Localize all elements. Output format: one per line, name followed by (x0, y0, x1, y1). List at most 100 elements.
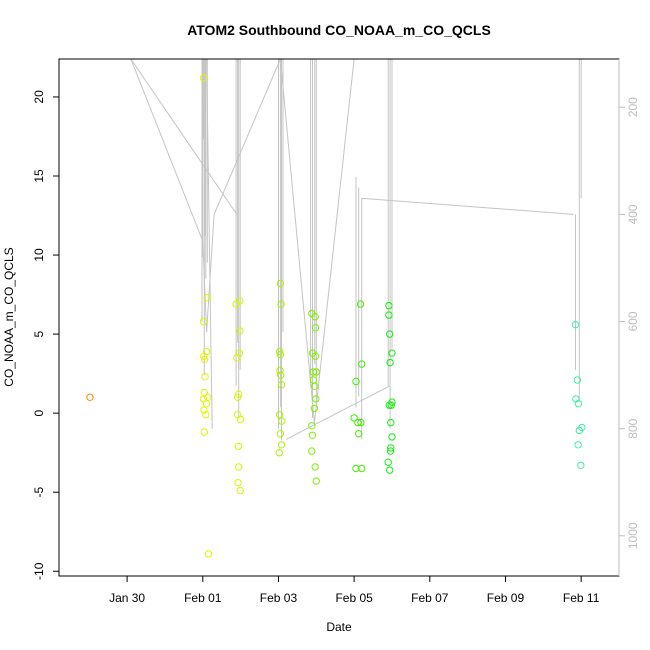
y-tick-label: -5 (32, 487, 46, 498)
x-tick-label: Feb 01 (184, 591, 222, 605)
data-point (387, 418, 395, 427)
data-point (236, 486, 244, 495)
data-point (276, 351, 285, 359)
data-point (386, 330, 394, 338)
data-point (573, 376, 582, 384)
data-point (235, 349, 244, 357)
data-point (358, 360, 366, 368)
x-axis-label: Date (326, 620, 352, 634)
data-point (388, 433, 396, 441)
data-point (312, 395, 320, 403)
flight-track-lines (130, 58, 582, 440)
data-point (277, 300, 285, 308)
data-point (311, 324, 320, 332)
data-point (312, 477, 320, 485)
data-point (86, 393, 94, 401)
data-point (233, 393, 242, 401)
x-axis: Jan 30 Feb 01 Feb 03 Feb 05 Feb 07 Feb 09 Feb … (109, 576, 600, 605)
data-point (276, 366, 284, 375)
data-point (358, 464, 366, 473)
data-point (574, 400, 583, 408)
x-tick-label: Feb 09 (487, 591, 525, 605)
data-point (277, 371, 285, 379)
data-point (234, 442, 243, 451)
right-tick-label: 400 (626, 204, 640, 224)
data-point (233, 411, 242, 419)
data-point (308, 447, 316, 455)
data-point (308, 422, 316, 430)
data-point (577, 461, 585, 469)
track-line (285, 385, 391, 440)
data-point (200, 428, 209, 436)
data-point (384, 458, 392, 466)
data-point (386, 466, 394, 474)
y-axis: -10 -5 0 5 10 15 20 (32, 90, 59, 580)
data-point (201, 373, 209, 381)
data-point (385, 401, 393, 409)
data-point (275, 347, 284, 356)
data-point (276, 279, 285, 288)
data-point (236, 297, 244, 305)
data-point (386, 447, 395, 455)
track-line (130, 58, 355, 424)
data-point (203, 294, 212, 302)
data-point (202, 400, 211, 408)
right-axis: 200 400 600 800 1000 (618, 59, 640, 576)
x-tick-label: Feb 03 (260, 591, 298, 605)
data-point (204, 393, 212, 401)
plot-frame (58, 58, 620, 577)
data-point (578, 423, 586, 432)
data-point (352, 464, 360, 473)
y-tick-label: 5 (32, 330, 46, 337)
y-tick-label: 0 (32, 410, 46, 417)
data-point (354, 418, 362, 427)
right-tick-label: 600 (626, 311, 640, 331)
data-point (204, 550, 213, 558)
data-point (385, 311, 393, 319)
data-point (311, 352, 320, 360)
data-point (311, 313, 319, 321)
y-tick-label: 15 (32, 169, 46, 183)
x-tick-label: Jan 30 (109, 591, 145, 605)
data-point (312, 368, 320, 376)
x-tick-label: Feb 11 (563, 591, 600, 605)
data-point (236, 327, 244, 335)
chart-title: ATOM2 Southbound CO_NOAA_m_CO_QCLS (187, 22, 491, 38)
data-point (311, 382, 319, 390)
data-point (309, 368, 317, 376)
data-point (199, 317, 208, 326)
data-point (388, 349, 396, 357)
data-point (235, 463, 243, 471)
data-point (201, 355, 209, 364)
right-tick-label: 800 (626, 418, 640, 438)
data-point (571, 320, 580, 329)
data-point (385, 301, 393, 310)
data-point (276, 430, 285, 438)
data-point (202, 411, 210, 419)
right-tick-label: 1000 (626, 522, 640, 549)
data-point (275, 449, 283, 457)
data-point (574, 441, 582, 449)
x-tick-label: Feb 05 (335, 591, 373, 605)
data-point (278, 417, 286, 425)
data-point (357, 418, 365, 427)
data-point (355, 430, 363, 438)
data-point (308, 431, 317, 439)
data-point (200, 406, 208, 414)
right-tick-label: 200 (626, 97, 640, 117)
data-point (202, 347, 211, 356)
data-point (234, 479, 242, 487)
data-point (277, 381, 286, 389)
data-point (275, 411, 284, 419)
y-tick-label: 20 (32, 90, 46, 104)
data-point (236, 415, 245, 424)
y-axis-label: CO_NOAA_m_CO_QCLS (2, 247, 16, 386)
y-tick-label: -10 (32, 562, 46, 580)
data-point (311, 463, 319, 471)
x-tick-label: Feb 07 (411, 591, 449, 605)
data-point (199, 74, 208, 82)
data-point (310, 404, 319, 413)
y-tick-label: 10 (32, 248, 46, 262)
data-point (387, 444, 395, 452)
